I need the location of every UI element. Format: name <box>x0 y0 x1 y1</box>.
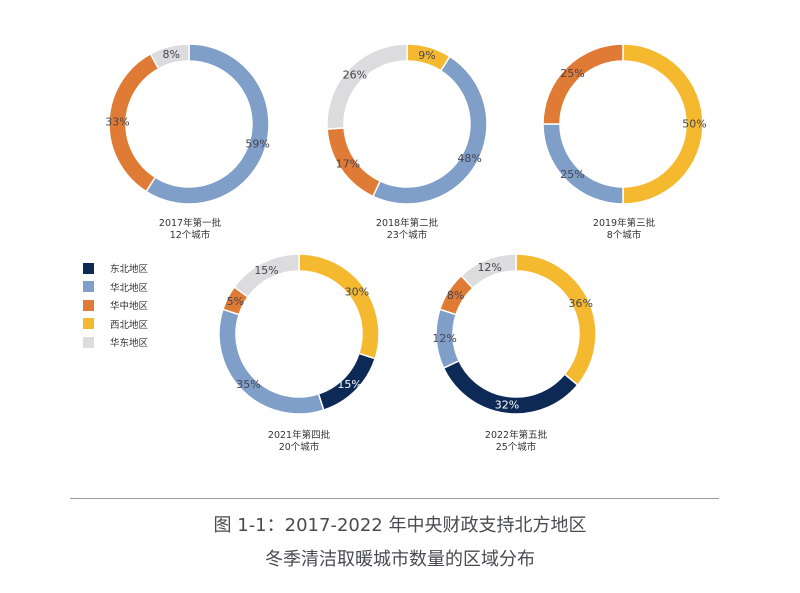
legend-swatch <box>83 318 94 330</box>
legend-label: 东北地区 <box>110 264 149 276</box>
donut-caption-2017: 2017年第一批 12个城市 <box>110 218 270 242</box>
legend-label: 华东地区 <box>110 338 149 350</box>
donut-title: 2022年第五批 <box>484 430 548 441</box>
donut-caption-2019: 2019年第三批 8个城市 <box>544 218 704 242</box>
slice-label: 15% <box>254 264 278 277</box>
donut-subtitle: 12个城市 <box>169 230 211 241</box>
donut-chart-4: 36% 32% 12% 8% 12% <box>432 253 597 415</box>
donut-title: 2018年第二批 <box>375 218 439 229</box>
caption-divider <box>70 498 719 499</box>
donut-caption-2018: 2018年第二批 23个城市 <box>327 218 487 242</box>
slice-label: 5% <box>227 295 244 308</box>
legend-swatch <box>83 281 94 293</box>
donut-slice <box>149 43 190 70</box>
donut-slice <box>542 43 624 125</box>
donut-caption-2021: 2021年第四批 20个城市 <box>219 430 379 454</box>
donut-slice <box>233 253 300 299</box>
slice-label: 35% <box>236 378 260 391</box>
slice-label: 25% <box>560 67 584 80</box>
donut-subtitle: 20个城市 <box>278 442 320 453</box>
donut-slice <box>460 253 517 290</box>
figure-caption-line2: 冬季清洁取暖城市数量的区域分布 <box>265 549 535 570</box>
legend-item-north: 华北地区 <box>83 278 148 297</box>
donut-caption-2022: 2022年第五批 25个城市 <box>436 430 596 454</box>
legend-item-central: 华中地区 <box>83 296 148 315</box>
donut-slice <box>515 253 597 387</box>
slice-label: 12% <box>432 332 456 345</box>
donut-chart-3: 30% 15% 35% 5% 15% <box>218 253 380 415</box>
donut-subtitle: 8个城市 <box>606 230 642 241</box>
donut-chart-2: 50% 25% 25% <box>542 43 707 205</box>
legend-swatch <box>83 299 94 311</box>
slice-label: 50% <box>682 118 706 131</box>
legend-item-northeast: 东北地区 <box>83 259 148 278</box>
donut-slice <box>145 43 270 205</box>
donut-slice <box>218 308 325 415</box>
donut-subtitle: 23个城市 <box>386 230 428 241</box>
legend-label: 西北地区 <box>110 319 149 331</box>
legend-label: 华北地区 <box>110 282 149 294</box>
legend-swatch <box>83 336 94 348</box>
donut-slice <box>542 123 624 205</box>
figure-caption: 图 1-1：2017-2022 年中央财政支持北方地区 冬季清洁取暖城市数量的区… <box>0 509 800 577</box>
slice-label: 9% <box>418 49 435 62</box>
slice-label: 36% <box>568 297 592 310</box>
slice-label: 15% <box>337 378 361 391</box>
legend-item-northwest: 西北地区 <box>83 315 148 334</box>
donut-chart-1: 9% 48% 17% 26% <box>326 43 488 205</box>
slice-label: 26% <box>343 69 367 82</box>
figure-caption-line1: 图 1-1：2017-2022 年中央财政支持北方地区 <box>213 515 587 536</box>
slice-label: 12% <box>477 261 501 274</box>
donut-slice <box>371 55 488 205</box>
legend-item-east: 华东地区 <box>83 333 148 352</box>
slice-label: 33% <box>105 115 129 128</box>
slice-label: 17% <box>336 158 360 171</box>
donut-title: 2021年第四批 <box>267 430 331 441</box>
slice-label: 59% <box>245 137 269 150</box>
slice-label: 48% <box>457 152 481 165</box>
donut-title: 2019年第三批 <box>592 218 656 229</box>
slice-label: 8% <box>162 48 179 61</box>
slice-label: 25% <box>560 168 584 181</box>
donut-title: 2017年第一批 <box>158 218 222 229</box>
donut-subtitle: 25个城市 <box>495 442 537 453</box>
region-legend: 东北地区 华北地区 华中地区 西北地区 华东地区 <box>83 259 148 352</box>
legend-swatch <box>83 262 94 274</box>
slice-label: 8% <box>447 289 464 302</box>
slice-label: 30% <box>345 285 369 298</box>
donut-chart-0: 59% 33% 8% <box>105 43 270 205</box>
donut-slice <box>298 253 380 360</box>
donut-slice <box>326 43 408 130</box>
legend-label: 华中地区 <box>110 301 149 313</box>
slice-label: 32% <box>495 398 519 411</box>
